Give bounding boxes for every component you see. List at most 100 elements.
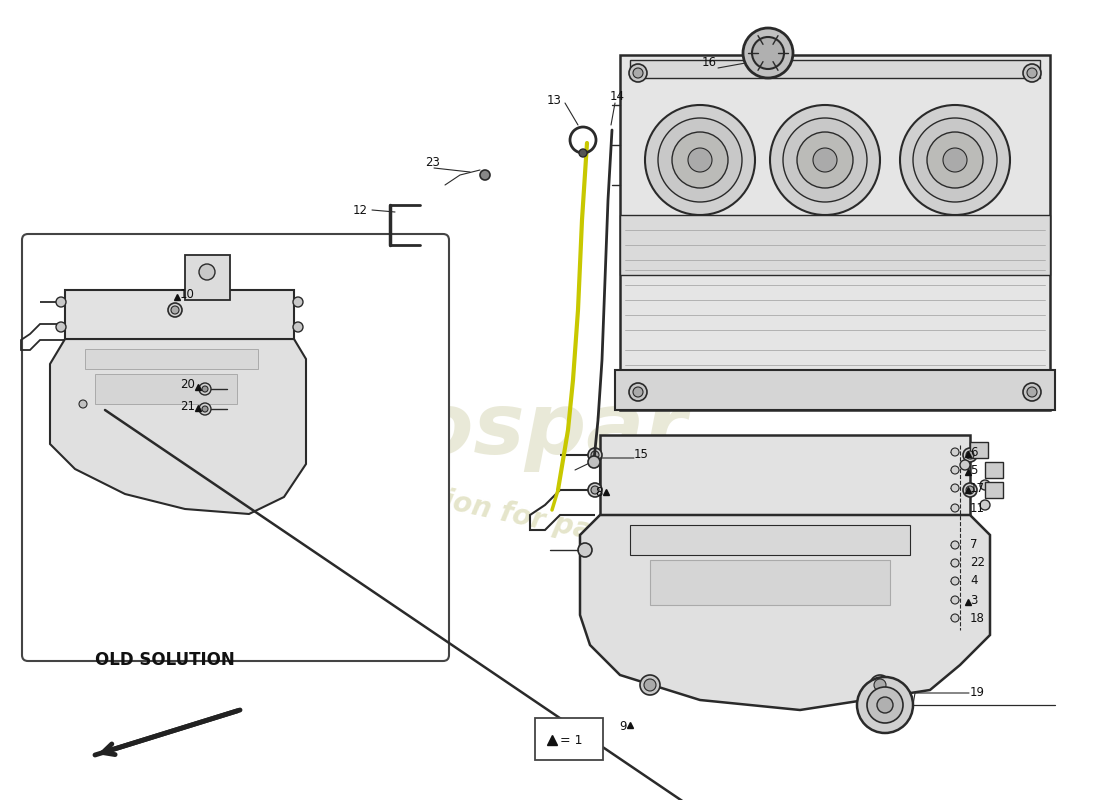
Text: OLD SOLUTION: OLD SOLUTION <box>95 651 234 669</box>
Polygon shape <box>580 515 990 710</box>
Circle shape <box>813 148 837 172</box>
Bar <box>600 435 970 515</box>
Circle shape <box>1027 387 1037 397</box>
Text: 21: 21 <box>180 399 195 413</box>
Text: 23: 23 <box>425 155 440 169</box>
Bar <box>650 560 890 605</box>
Circle shape <box>56 322 66 332</box>
Text: 22: 22 <box>970 557 985 570</box>
Circle shape <box>857 677 913 733</box>
Circle shape <box>632 387 644 397</box>
Circle shape <box>943 148 967 172</box>
Bar <box>984 462 1003 478</box>
Text: 14: 14 <box>610 90 625 103</box>
Bar <box>185 255 230 300</box>
Circle shape <box>293 297 303 307</box>
Circle shape <box>752 37 784 69</box>
Circle shape <box>644 679 656 691</box>
Bar <box>970 442 988 458</box>
Bar <box>65 290 294 339</box>
Circle shape <box>578 543 592 557</box>
Text: 20: 20 <box>180 378 195 391</box>
Circle shape <box>293 322 303 332</box>
Circle shape <box>952 504 959 512</box>
Text: 15: 15 <box>634 449 649 462</box>
Circle shape <box>960 460 970 470</box>
Text: 9: 9 <box>619 719 627 733</box>
Circle shape <box>56 297 66 307</box>
Circle shape <box>980 480 990 490</box>
Circle shape <box>966 451 974 459</box>
Circle shape <box>952 448 959 456</box>
Text: 11: 11 <box>970 502 985 514</box>
Text: 19: 19 <box>970 686 985 698</box>
Circle shape <box>588 483 602 497</box>
Circle shape <box>874 679 886 691</box>
Circle shape <box>913 118 997 202</box>
Circle shape <box>867 687 903 723</box>
Bar <box>95 374 236 404</box>
Circle shape <box>591 451 600 459</box>
Bar <box>630 60 1040 78</box>
Circle shape <box>199 403 211 415</box>
Circle shape <box>877 697 893 713</box>
Circle shape <box>591 486 600 494</box>
Text: 18: 18 <box>970 611 985 625</box>
Circle shape <box>202 406 208 412</box>
Text: 10: 10 <box>180 289 195 302</box>
Circle shape <box>952 541 959 549</box>
Polygon shape <box>50 339 306 514</box>
Circle shape <box>1023 383 1041 401</box>
Text: 5: 5 <box>970 463 978 477</box>
Circle shape <box>588 448 602 462</box>
Text: a passion for parts: a passion for parts <box>343 466 637 554</box>
Circle shape <box>952 484 959 492</box>
Text: 7: 7 <box>970 538 978 551</box>
Circle shape <box>798 132 852 188</box>
Circle shape <box>688 148 712 172</box>
Circle shape <box>672 132 728 188</box>
Circle shape <box>588 456 600 468</box>
Circle shape <box>952 577 959 585</box>
Circle shape <box>632 68 644 78</box>
Circle shape <box>199 383 211 395</box>
Circle shape <box>927 132 983 188</box>
Circle shape <box>966 486 974 494</box>
Text: 12: 12 <box>353 203 369 217</box>
Circle shape <box>658 118 742 202</box>
Circle shape <box>168 303 182 317</box>
Circle shape <box>952 596 959 604</box>
Circle shape <box>952 559 959 567</box>
Text: 17: 17 <box>970 482 985 494</box>
Circle shape <box>640 675 660 695</box>
Circle shape <box>170 306 179 314</box>
Circle shape <box>645 105 755 215</box>
Circle shape <box>900 105 1010 215</box>
Circle shape <box>1023 64 1041 82</box>
Circle shape <box>579 149 587 157</box>
Circle shape <box>202 386 208 392</box>
Text: 4: 4 <box>970 574 978 587</box>
Circle shape <box>199 264 214 280</box>
Circle shape <box>952 614 959 622</box>
Text: 3: 3 <box>970 594 978 606</box>
Circle shape <box>980 500 990 510</box>
Polygon shape <box>615 370 1055 410</box>
Bar <box>85 349 258 369</box>
Circle shape <box>952 466 959 474</box>
Circle shape <box>1027 68 1037 78</box>
Text: 16: 16 <box>702 57 717 70</box>
Circle shape <box>962 448 977 462</box>
Bar <box>984 482 1003 498</box>
Text: eurospar: eurospar <box>253 389 688 471</box>
Text: 13: 13 <box>547 94 562 106</box>
Bar <box>620 215 1050 275</box>
Circle shape <box>962 483 977 497</box>
Circle shape <box>870 675 890 695</box>
Circle shape <box>480 170 490 180</box>
Circle shape <box>629 383 647 401</box>
Text: 8: 8 <box>595 486 603 499</box>
Circle shape <box>79 400 87 408</box>
Text: 6: 6 <box>970 446 978 458</box>
FancyBboxPatch shape <box>22 234 449 661</box>
